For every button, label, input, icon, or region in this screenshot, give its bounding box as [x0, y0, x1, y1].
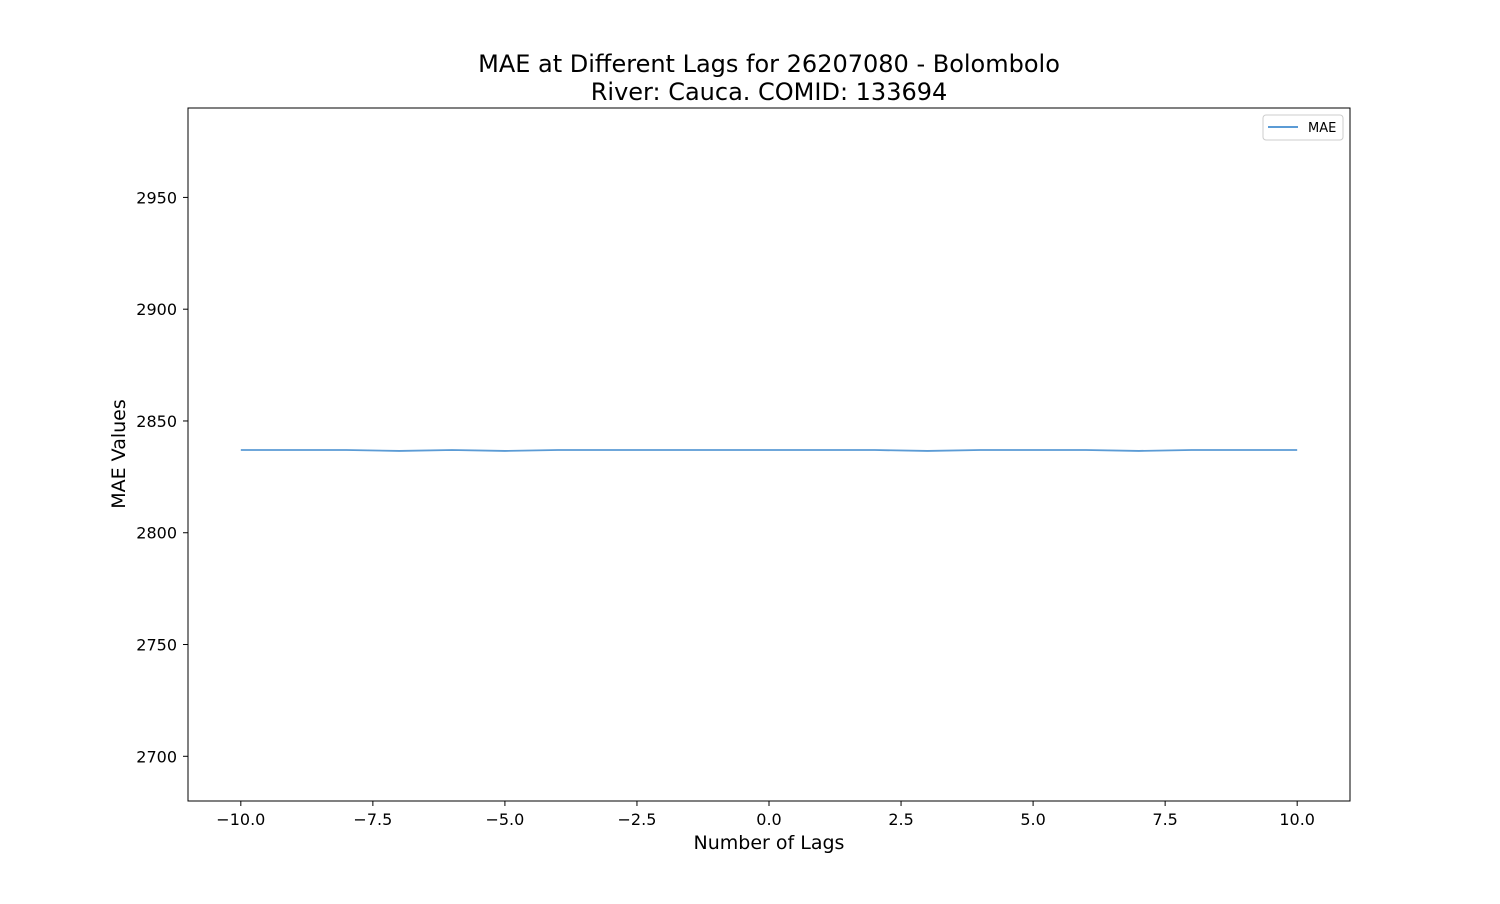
- x-tick-label: 10.0: [1279, 810, 1315, 829]
- x-tick-label: −5.0: [485, 810, 524, 829]
- y-tick-label: 2850: [136, 412, 177, 431]
- y-tick-label: 2750: [136, 636, 177, 655]
- y-axis-ticks: 2700 2750 2800 2850 2900 2950: [136, 188, 188, 766]
- x-axis-label: Number of Lags: [694, 832, 845, 854]
- chart-title-line1: MAE at Different Lags for 26207080 - Bol…: [478, 50, 1060, 78]
- y-tick-label: 2950: [136, 188, 177, 207]
- x-tick-label: −2.5: [618, 810, 657, 829]
- x-tick-label: 7.5: [1152, 810, 1177, 829]
- y-tick-label: 2700: [136, 747, 177, 766]
- x-tick-label: 5.0: [1020, 810, 1045, 829]
- plot-area: [188, 108, 1350, 801]
- chart-title-line2: River: Cauca. COMID: 133694: [591, 78, 948, 106]
- y-tick-label: 2900: [136, 300, 177, 319]
- x-tick-label: 0.0: [756, 810, 781, 829]
- series-line-mae: [241, 450, 1297, 451]
- x-axis-ticks: −10.0 −7.5 −5.0 −2.5 0.0 2.5 5.0 7.5 10.0: [216, 801, 1315, 829]
- legend-label-mae: MAE: [1308, 121, 1336, 136]
- x-tick-label: −7.5: [353, 810, 392, 829]
- y-axis-label: MAE Values: [108, 399, 130, 509]
- legend: MAE: [1263, 115, 1343, 140]
- x-tick-label: −10.0: [216, 810, 265, 829]
- y-tick-label: 2800: [136, 524, 177, 543]
- x-tick-label: 2.5: [888, 810, 913, 829]
- series-layer: [241, 450, 1297, 451]
